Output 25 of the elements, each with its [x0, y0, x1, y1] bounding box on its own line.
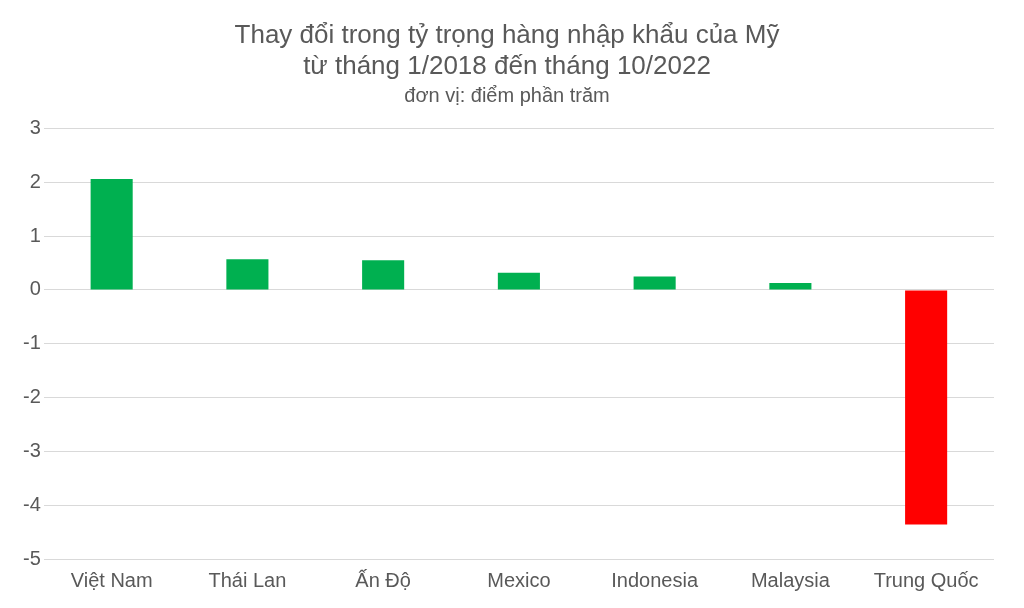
chart-subtitle: đơn vị: điểm phần trăm [404, 83, 610, 106]
x-tick-label: Malaysia [750, 568, 831, 591]
bar [905, 290, 948, 525]
x-tick-label: Ấn Độ [355, 568, 411, 591]
y-tick-label: 2 [29, 169, 41, 192]
bar [769, 282, 812, 290]
bar [226, 259, 269, 290]
bar [362, 260, 405, 290]
y-tick-label: 1 [29, 223, 41, 246]
y-tick-label: -5 [22, 546, 41, 569]
x-tick-label: Trung Quốc [873, 568, 979, 591]
chart-title: Thay đổi trong tỷ trọng hàng nhập khẩu của Mỹ từ tháng 1/2018 đến tháng 10/2022 [234, 18, 780, 80]
y-tick-label: 0 [29, 277, 41, 300]
x-tick-label: Thái Lan [208, 568, 287, 591]
x-tick-label: Việt Nam [70, 568, 153, 591]
bar [497, 272, 540, 290]
x-tick-label: Mexico [487, 568, 551, 591]
bar [633, 276, 676, 290]
y-tick-label: -2 [22, 385, 41, 408]
y-tick-label: -3 [22, 438, 41, 461]
y-tick-label: -4 [22, 492, 41, 515]
y-tick-label: 3 [29, 115, 41, 138]
y-tick-label: -1 [22, 331, 41, 354]
bar [90, 179, 133, 290]
x-tick-label: Indonesia [611, 568, 699, 591]
